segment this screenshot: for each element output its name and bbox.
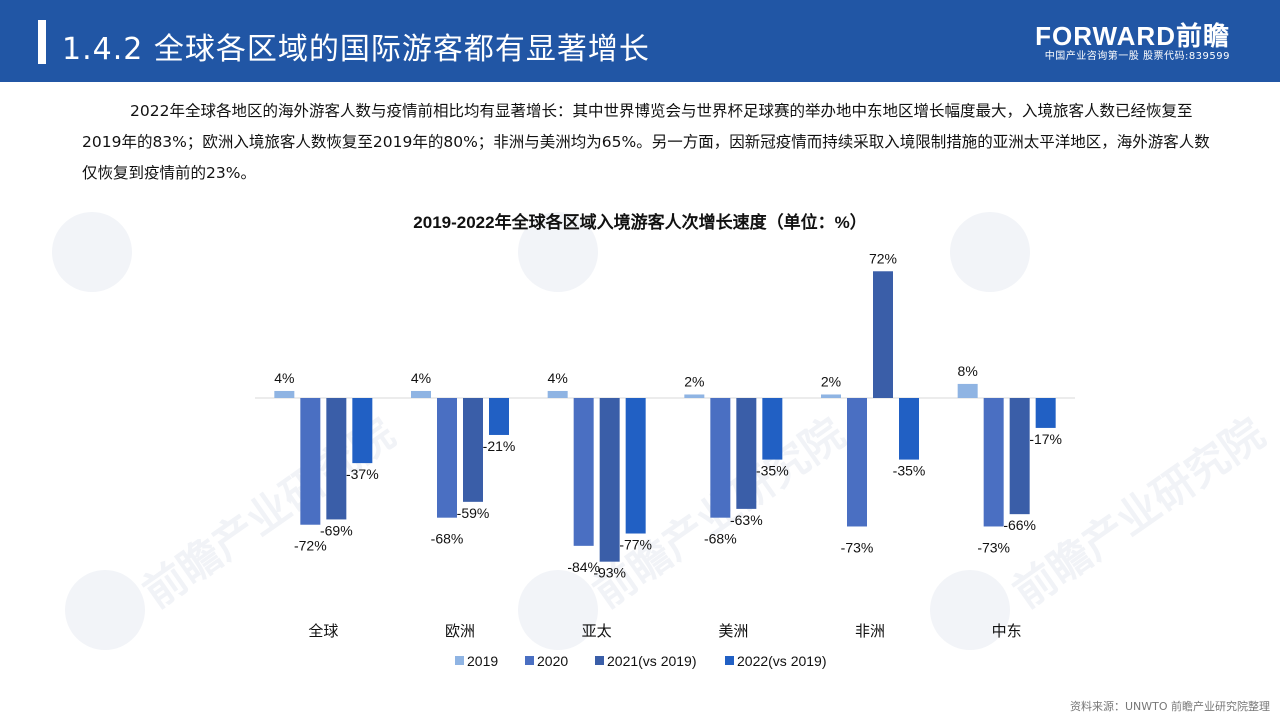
category-label: 欧洲 xyxy=(445,622,475,640)
bar-2019-5 xyxy=(957,383,978,398)
data-label: -73% xyxy=(977,539,1010,555)
bar-2022-4 xyxy=(899,398,919,460)
bar-2021-2 xyxy=(599,398,620,562)
data-label: 2% xyxy=(821,373,841,389)
source-note: 资料来源：UNWTO 前瞻产业研究院整理 xyxy=(1069,700,1270,713)
data-label: -69% xyxy=(320,522,353,538)
legend-swatch xyxy=(595,656,604,665)
bar-2020-3 xyxy=(710,398,731,518)
bar-2019-0 xyxy=(274,390,295,398)
data-label: -72% xyxy=(294,538,327,554)
bar-2022-3 xyxy=(762,398,783,460)
bar-2020-4 xyxy=(847,398,867,527)
intro-paragraph: 2022年全球各地区的海外游客人数与疫情前相比均有显著增长：其中世界博览会与世界… xyxy=(82,102,1210,182)
category-label: 美洲 xyxy=(718,622,748,640)
bar-2021-1 xyxy=(463,398,483,502)
page-header: 1.4.2 全球各区域的国际游客都有显著增长 FORWARD前瞻 中国产业咨询第… xyxy=(0,0,1280,82)
data-label: -21% xyxy=(483,438,516,454)
data-label: -66% xyxy=(1003,517,1036,533)
data-label: -63% xyxy=(730,512,763,528)
logo-tagline: 中国产业咨询第一股 股票代码:839599 xyxy=(1044,51,1230,62)
legend-label: 2021(vs 2019) xyxy=(607,653,697,669)
data-label: -35% xyxy=(893,463,926,479)
forward-logo: FORWARD前瞻 中国产业咨询第一股 股票代码:839599 xyxy=(1020,22,1230,64)
watermark-logo xyxy=(518,570,598,650)
legend-swatch xyxy=(725,656,734,665)
watermark-logo xyxy=(52,212,132,292)
category-label: 中东 xyxy=(992,622,1022,640)
data-label: -77% xyxy=(619,537,652,553)
data-label: -68% xyxy=(431,531,464,547)
bar-2020-2 xyxy=(573,398,594,546)
data-label: -93% xyxy=(593,565,626,581)
data-label: -37% xyxy=(346,466,379,482)
data-label: -68% xyxy=(704,531,737,547)
data-label: -35% xyxy=(756,463,789,479)
category-label: 非洲 xyxy=(855,622,885,640)
bar-2019-3 xyxy=(684,394,705,398)
bar-2021-5 xyxy=(1009,398,1030,515)
bar-2021-4 xyxy=(873,271,893,398)
bar-2020-0 xyxy=(300,398,321,525)
page-title: 1.4.2 全球各区域的国际游客都有显著增长 xyxy=(62,32,650,67)
legend-label: 2020 xyxy=(537,653,568,669)
data-label: -84% xyxy=(567,559,600,575)
data-label: 72% xyxy=(869,250,897,266)
watermark-logo xyxy=(518,212,598,292)
watermark-logo xyxy=(930,570,1010,650)
bar-2022-2 xyxy=(625,398,646,534)
data-label: -73% xyxy=(841,539,874,555)
logo-wordmark: FORWARD前瞻 xyxy=(1035,21,1230,51)
header-accent-bar xyxy=(38,20,46,64)
bar-2019-2 xyxy=(547,390,568,398)
watermark-logo xyxy=(950,212,1030,292)
bar-2019-4 xyxy=(821,394,841,398)
bar-2022-1 xyxy=(489,398,509,435)
legend-swatch xyxy=(525,656,534,665)
data-label: 4% xyxy=(274,370,294,386)
bar-2021-0 xyxy=(326,398,347,520)
bar-2022-5 xyxy=(1035,398,1056,428)
data-label: -17% xyxy=(1029,431,1062,447)
bar-2020-5 xyxy=(983,398,1004,527)
legend-label: 2022(vs 2019) xyxy=(737,653,827,669)
watermark-logo xyxy=(65,570,145,650)
data-label: -59% xyxy=(457,505,490,521)
chart-title: 2019-2022年全球各区域入境游客人次增长速度（单位：%） xyxy=(413,213,867,232)
legend-label: 2019 xyxy=(467,653,498,669)
legend-swatch xyxy=(455,656,464,665)
data-label: 4% xyxy=(411,370,431,386)
bar-2022-0 xyxy=(352,398,373,464)
data-label: 8% xyxy=(958,363,978,379)
data-label: 4% xyxy=(548,370,568,386)
category-label: 亚太 xyxy=(582,622,612,640)
category-label: 全球 xyxy=(308,622,338,640)
data-label: 2% xyxy=(684,373,704,389)
bar-2021-3 xyxy=(736,398,757,509)
bar-2020-1 xyxy=(437,398,457,518)
bar-2019-1 xyxy=(411,390,431,398)
